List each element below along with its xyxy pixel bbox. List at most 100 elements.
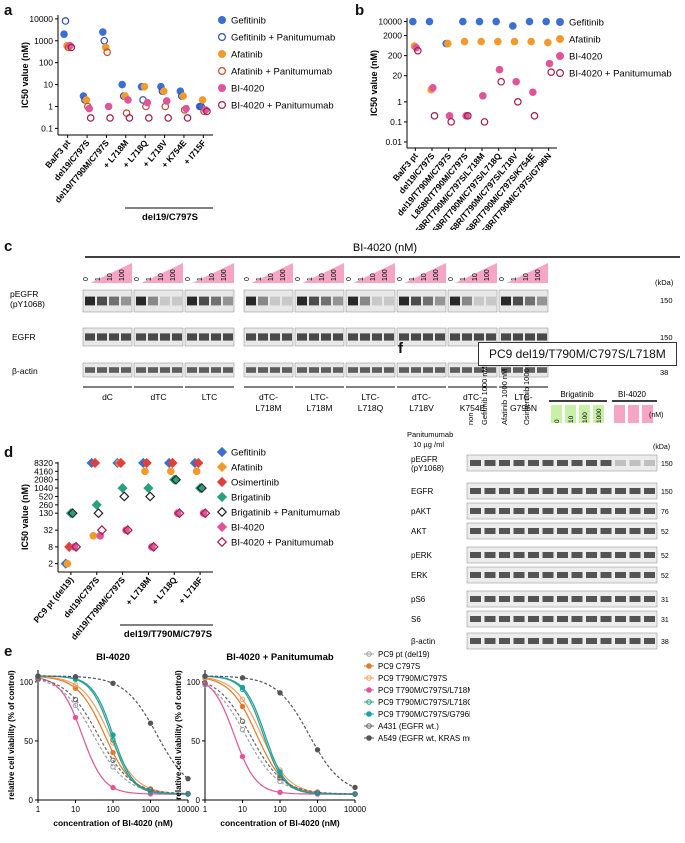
data-point bbox=[239, 675, 246, 681]
group-label: G796N bbox=[510, 403, 537, 413]
legend-label: Gefitinib + Panitumumab bbox=[231, 33, 335, 44]
column-label: Osimertinib 1000 nM bbox=[522, 365, 531, 425]
y-tick-label: 130 bbox=[39, 508, 53, 518]
band bbox=[571, 488, 583, 494]
band bbox=[246, 367, 256, 373]
row-label: AKT bbox=[411, 527, 427, 536]
band bbox=[486, 367, 496, 373]
group-label: L718M bbox=[256, 403, 282, 413]
data-point bbox=[147, 720, 154, 726]
band bbox=[97, 333, 107, 341]
band bbox=[513, 508, 525, 514]
band bbox=[513, 460, 525, 466]
band bbox=[258, 367, 268, 373]
band bbox=[246, 296, 256, 306]
data-point bbox=[93, 508, 104, 519]
band bbox=[644, 638, 655, 644]
band bbox=[600, 508, 612, 514]
data-point bbox=[167, 457, 178, 469]
conc-label: 1 bbox=[95, 277, 102, 281]
row-label: (pY1068) bbox=[10, 299, 45, 309]
band bbox=[211, 333, 221, 341]
legend-marker bbox=[556, 68, 565, 77]
legend-marker bbox=[366, 675, 372, 681]
band bbox=[513, 296, 523, 306]
marker-label: 38 bbox=[660, 368, 668, 377]
x-tick-label: 1000 bbox=[309, 805, 327, 814]
data-point bbox=[193, 457, 204, 469]
band bbox=[172, 333, 182, 341]
data-point bbox=[414, 46, 422, 55]
conc-label: 100 bbox=[582, 412, 589, 423]
data-point bbox=[425, 17, 434, 26]
data-point bbox=[525, 17, 534, 26]
band bbox=[600, 572, 612, 578]
band bbox=[513, 638, 525, 644]
conc-label: 1 bbox=[409, 277, 416, 281]
conc-label: 0 bbox=[185, 277, 192, 281]
band bbox=[600, 528, 612, 534]
legend-marker bbox=[556, 51, 565, 60]
band bbox=[399, 333, 409, 341]
group-label: del19/T790M/C797S bbox=[124, 629, 212, 640]
conc-bg bbox=[593, 405, 604, 423]
blot-lane bbox=[294, 362, 345, 378]
data-point bbox=[110, 749, 116, 756]
y-axis-title: relative cell viability (% of control) bbox=[7, 670, 16, 800]
band bbox=[484, 508, 496, 514]
conc-label: 0 bbox=[448, 277, 455, 281]
group-label: LTC- bbox=[361, 392, 379, 402]
data-point bbox=[103, 48, 111, 57]
band bbox=[435, 296, 445, 306]
band bbox=[501, 296, 511, 306]
data-point bbox=[148, 541, 159, 552]
y-tick-label: 50 bbox=[24, 737, 33, 746]
band bbox=[542, 460, 554, 466]
marker-label: 52 bbox=[661, 553, 669, 560]
marker-label: 76 bbox=[661, 509, 669, 516]
band bbox=[484, 638, 496, 644]
legend-marker bbox=[216, 536, 228, 548]
blot-lane bbox=[345, 362, 396, 378]
band bbox=[450, 367, 460, 373]
data-point bbox=[104, 102, 113, 111]
band bbox=[136, 367, 146, 373]
data-point bbox=[99, 28, 107, 36]
band bbox=[199, 367, 209, 373]
band bbox=[499, 616, 510, 622]
band bbox=[499, 638, 510, 644]
band bbox=[470, 596, 481, 602]
conc-label: 100 bbox=[280, 269, 287, 281]
data-point bbox=[67, 508, 78, 519]
legend-label: PC9 C797S bbox=[378, 662, 420, 671]
band bbox=[435, 367, 445, 373]
band bbox=[513, 596, 525, 602]
band bbox=[501, 333, 511, 341]
band bbox=[571, 616, 583, 622]
blot-lane bbox=[447, 362, 498, 378]
band bbox=[486, 333, 496, 341]
row-label: pEGFR bbox=[411, 455, 438, 464]
row-label: EGFR bbox=[411, 487, 433, 496]
marker-label: 52 bbox=[661, 573, 669, 580]
band bbox=[258, 333, 268, 341]
y-tick-label: 260 bbox=[39, 500, 53, 510]
y-tick-label: 520 bbox=[39, 491, 53, 501]
group-label: dTC- bbox=[259, 392, 278, 402]
band bbox=[270, 333, 280, 341]
band bbox=[484, 488, 496, 494]
y-tick-label: 0 bbox=[29, 796, 34, 805]
data-point bbox=[409, 17, 417, 26]
conc-wedge bbox=[455, 263, 497, 283]
band bbox=[644, 596, 655, 602]
conc-wedge bbox=[192, 263, 234, 283]
band bbox=[148, 333, 158, 341]
band bbox=[121, 367, 131, 373]
band bbox=[557, 638, 568, 644]
y-axis-title: relative cell viability (% of control) bbox=[174, 670, 183, 800]
data-point bbox=[277, 690, 283, 696]
data-point bbox=[170, 474, 182, 485]
conc-bg bbox=[565, 405, 576, 423]
